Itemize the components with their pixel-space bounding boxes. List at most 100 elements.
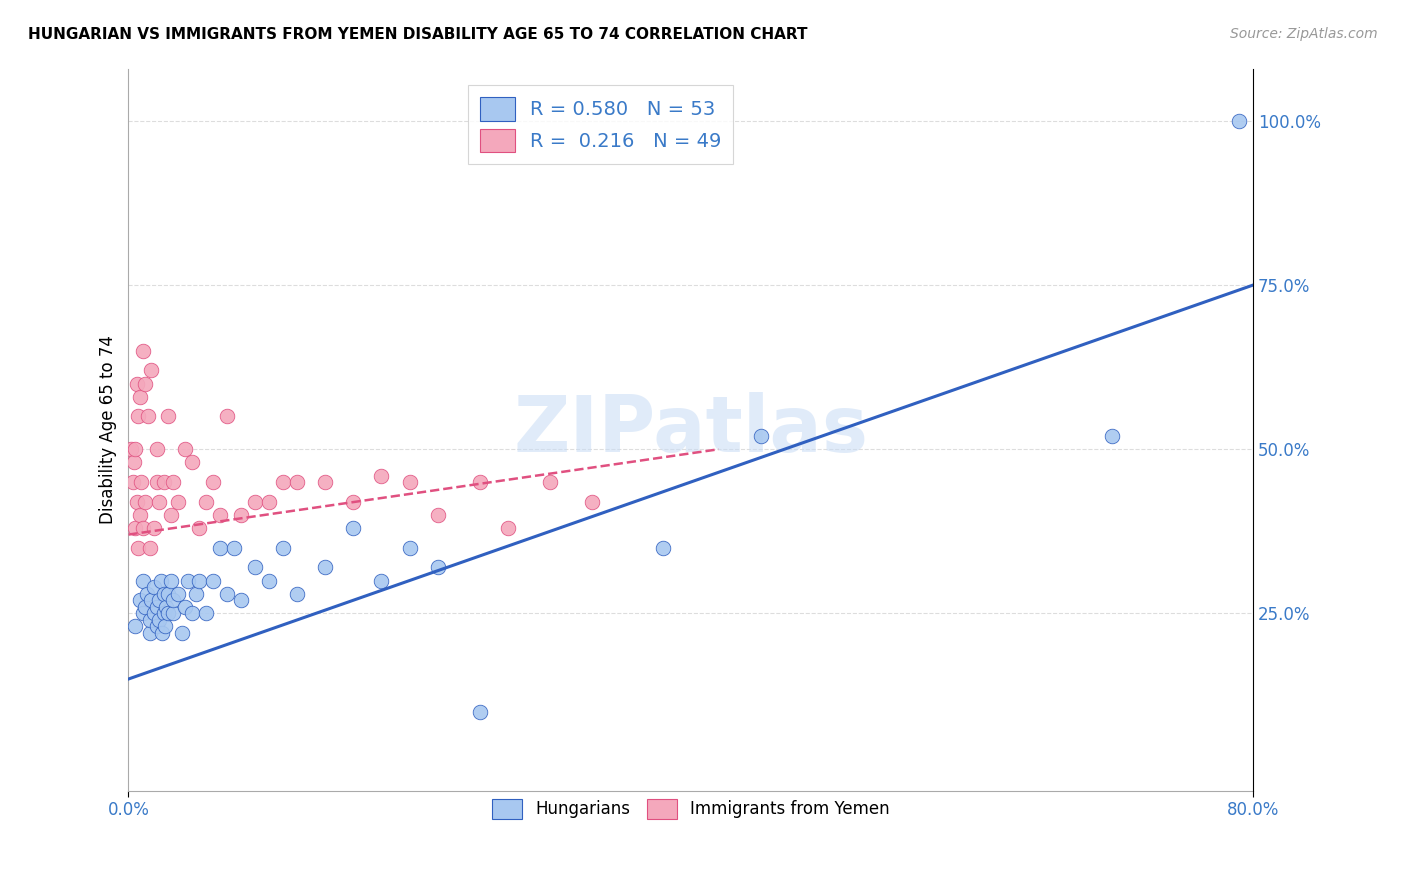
Point	[156, 409, 179, 424]
Point	[136, 409, 159, 424]
Point	[1101, 429, 1123, 443]
Point	[257, 495, 280, 509]
Point	[145, 619, 167, 633]
Text: HUNGARIAN VS IMMIGRANTS FROM YEMEN DISABILITY AGE 65 TO 74 CORRELATION CHART: HUNGARIAN VS IMMIGRANTS FROM YEMEN DISAB…	[28, 27, 807, 42]
Point	[139, 363, 162, 377]
Point	[370, 468, 392, 483]
Point	[120, 442, 142, 457]
Point	[155, 599, 177, 614]
Point	[201, 475, 224, 489]
Point	[134, 376, 156, 391]
Point	[129, 475, 152, 489]
Point	[138, 613, 160, 627]
Point	[342, 495, 364, 509]
Point	[398, 541, 420, 555]
Point	[159, 574, 181, 588]
Point	[156, 607, 179, 621]
Point	[125, 376, 148, 391]
Point	[208, 541, 231, 555]
Point	[173, 599, 195, 614]
Point	[162, 475, 184, 489]
Point	[148, 593, 170, 607]
Point	[152, 475, 174, 489]
Point	[271, 475, 294, 489]
Point	[215, 587, 238, 601]
Point	[180, 607, 202, 621]
Point	[134, 599, 156, 614]
Point	[148, 495, 170, 509]
Point	[150, 626, 173, 640]
Point	[122, 455, 145, 469]
Point	[148, 613, 170, 627]
Point	[124, 521, 146, 535]
Point	[142, 521, 165, 535]
Point	[124, 442, 146, 457]
Point	[468, 475, 491, 489]
Point	[229, 508, 252, 522]
Point	[149, 574, 172, 588]
Point	[215, 409, 238, 424]
Point	[285, 587, 308, 601]
Point	[194, 607, 217, 621]
Point	[152, 607, 174, 621]
Point	[651, 541, 673, 555]
Text: ZIPatlas: ZIPatlas	[513, 392, 868, 467]
Point	[184, 587, 207, 601]
Point	[152, 587, 174, 601]
Point	[153, 619, 176, 633]
Point	[124, 619, 146, 633]
Point	[243, 495, 266, 509]
Point	[222, 541, 245, 555]
Point	[131, 574, 153, 588]
Point	[426, 508, 449, 522]
Point	[125, 495, 148, 509]
Point	[170, 626, 193, 640]
Point	[128, 593, 150, 607]
Point	[142, 580, 165, 594]
Point	[127, 409, 149, 424]
Point	[370, 574, 392, 588]
Point	[342, 521, 364, 535]
Point	[398, 475, 420, 489]
Point	[131, 521, 153, 535]
Point	[131, 343, 153, 358]
Point	[1227, 114, 1250, 128]
Y-axis label: Disability Age 65 to 74: Disability Age 65 to 74	[100, 335, 117, 524]
Point	[187, 574, 209, 588]
Point	[468, 705, 491, 719]
Point	[145, 475, 167, 489]
Point	[243, 560, 266, 574]
Point	[128, 390, 150, 404]
Point	[257, 574, 280, 588]
Point	[187, 521, 209, 535]
Point	[138, 626, 160, 640]
Point	[749, 429, 772, 443]
Point	[166, 587, 188, 601]
Point	[208, 508, 231, 522]
Point	[121, 475, 143, 489]
Point	[314, 475, 336, 489]
Point	[314, 560, 336, 574]
Point	[285, 475, 308, 489]
Point	[128, 508, 150, 522]
Point	[127, 541, 149, 555]
Legend: Hungarians, Immigrants from Yemen: Hungarians, Immigrants from Yemen	[485, 792, 896, 826]
Point	[156, 587, 179, 601]
Point	[180, 455, 202, 469]
Point	[145, 599, 167, 614]
Point	[271, 541, 294, 555]
Point	[131, 607, 153, 621]
Point	[176, 574, 198, 588]
Point	[134, 495, 156, 509]
Point	[581, 495, 603, 509]
Point	[138, 541, 160, 555]
Point	[426, 560, 449, 574]
Point	[229, 593, 252, 607]
Point	[166, 495, 188, 509]
Point	[496, 521, 519, 535]
Point	[162, 607, 184, 621]
Point	[142, 607, 165, 621]
Point	[538, 475, 561, 489]
Point	[159, 508, 181, 522]
Point	[194, 495, 217, 509]
